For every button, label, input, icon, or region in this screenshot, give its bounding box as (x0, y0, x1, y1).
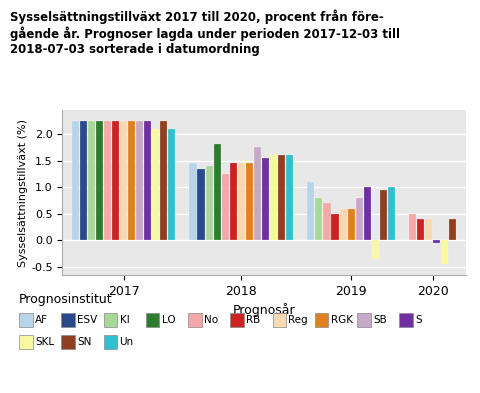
Bar (197, 169, 204, 241)
Bar (246, 163, 253, 241)
Bar (152, 129, 159, 241)
Bar (96, 121, 103, 241)
Text: RGK: RGK (331, 315, 353, 325)
Text: KI: KI (120, 315, 129, 325)
Text: No: No (204, 315, 218, 325)
Text: Un: Un (120, 337, 133, 347)
Bar (286, 155, 293, 241)
Bar (433, 241, 440, 243)
Text: SKL: SKL (35, 337, 54, 347)
Text: Sysselsättningstillväxt 2017 till 2020, procent från före-
gående år. Prognoser : Sysselsättningstillväxt 2017 till 2020, … (10, 10, 399, 56)
Bar (409, 214, 416, 241)
Bar (222, 174, 229, 241)
Bar (441, 241, 448, 264)
Bar (128, 121, 135, 241)
Bar (307, 182, 314, 241)
Bar (270, 155, 277, 241)
Text: AF: AF (35, 315, 48, 325)
Text: SN: SN (77, 337, 92, 347)
Text: LO: LO (162, 315, 175, 325)
Text: SB: SB (373, 315, 387, 325)
Bar (112, 121, 119, 241)
Bar (315, 198, 323, 241)
Bar (254, 147, 261, 241)
Bar (80, 121, 87, 241)
Bar (104, 121, 111, 241)
Bar (348, 209, 355, 241)
Bar (332, 214, 338, 241)
Bar (449, 219, 456, 241)
Bar (417, 219, 424, 241)
Bar (120, 121, 127, 241)
Bar (364, 187, 371, 241)
Bar (388, 187, 395, 241)
Bar (214, 143, 221, 241)
Bar (190, 163, 196, 241)
Bar (372, 241, 379, 259)
Bar (205, 166, 213, 241)
Bar (324, 203, 331, 241)
Bar (425, 219, 432, 241)
Text: ESV: ESV (77, 315, 97, 325)
Bar (262, 158, 269, 241)
Bar (339, 209, 347, 241)
Bar (136, 121, 143, 241)
Bar (380, 190, 387, 241)
X-axis label: Prognosår: Prognosår (233, 303, 295, 317)
Bar (230, 163, 237, 241)
Y-axis label: Sysselsättningstillväxt (%): Sysselsättningstillväxt (%) (18, 119, 28, 266)
Bar (88, 121, 95, 241)
Bar (356, 198, 363, 241)
Text: Reg: Reg (288, 315, 308, 325)
Bar (72, 121, 79, 241)
Text: S: S (415, 315, 422, 325)
Bar (238, 163, 245, 241)
Bar (160, 121, 168, 241)
Text: Prognosinstitut: Prognosinstitut (19, 293, 113, 306)
Text: RB: RB (246, 315, 261, 325)
Bar (144, 121, 151, 241)
Bar (278, 155, 285, 241)
Bar (168, 129, 176, 241)
